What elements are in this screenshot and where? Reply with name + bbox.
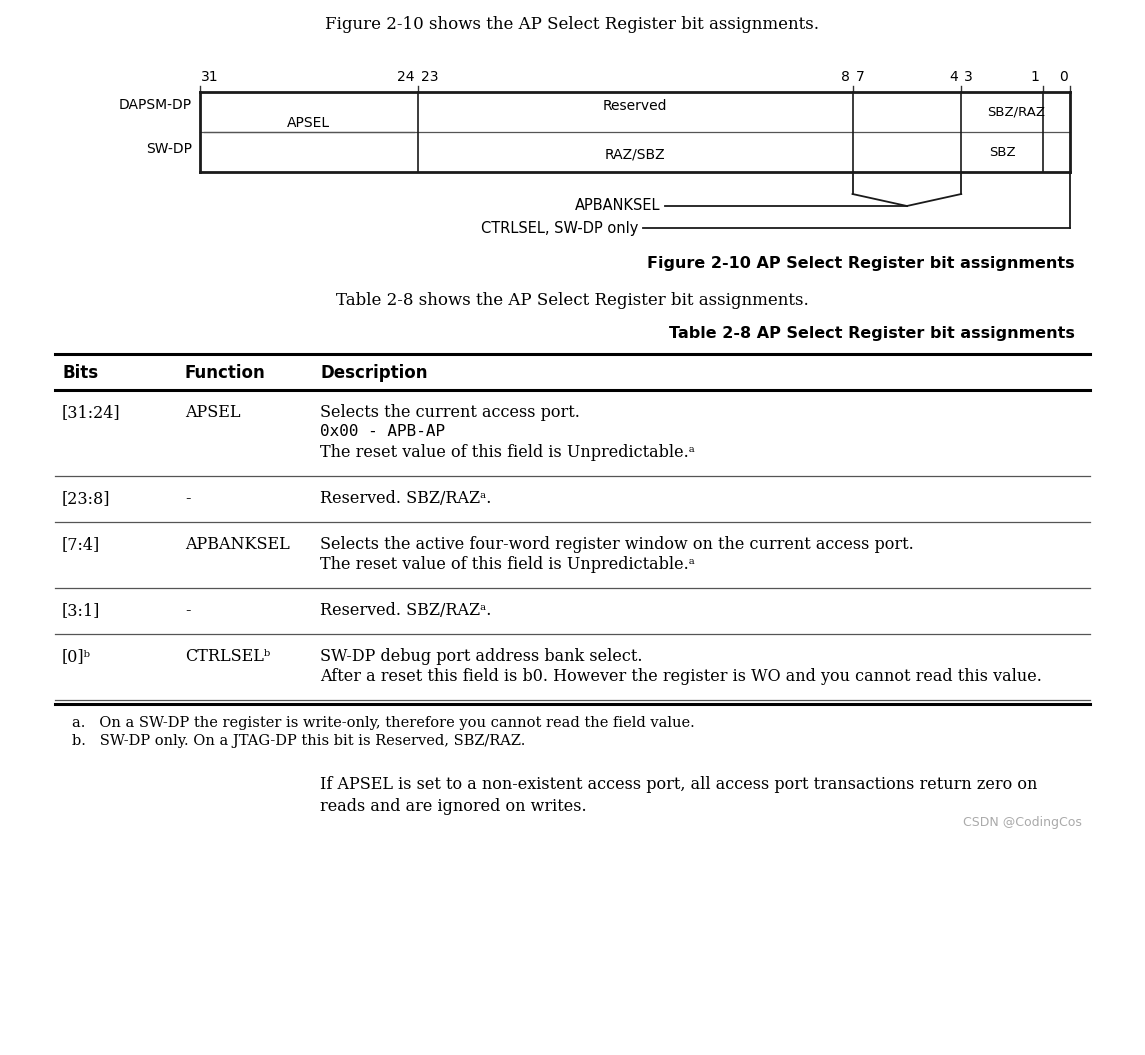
Text: The reset value of this field is Unpredictable.ᵃ: The reset value of this field is Unpredi… <box>319 444 695 461</box>
Text: SW-DP: SW-DP <box>147 142 192 156</box>
Text: Bits: Bits <box>62 364 98 382</box>
Text: If APSEL is set to a non-existent access port, all access port transactions retu: If APSEL is set to a non-existent access… <box>319 776 1037 793</box>
Text: Reserved. SBZ/RAZᵃ.: Reserved. SBZ/RAZᵃ. <box>319 490 491 507</box>
Text: -: - <box>185 602 190 619</box>
Text: 4: 4 <box>949 70 958 84</box>
Text: [31:24]: [31:24] <box>62 404 120 421</box>
Text: Selects the current access port.: Selects the current access port. <box>319 404 579 421</box>
Text: 8: 8 <box>840 70 850 84</box>
Text: SBZ: SBZ <box>989 146 1016 158</box>
Text: RAZ/SBZ: RAZ/SBZ <box>605 147 665 161</box>
Text: b.   SW-DP only. On a JTAG-DP this bit is Reserved, SBZ/RAZ.: b. SW-DP only. On a JTAG-DP this bit is … <box>72 734 526 748</box>
Text: Function: Function <box>185 364 266 382</box>
Text: DAPSM-DP: DAPSM-DP <box>119 98 192 112</box>
Text: CTRLSEL, SW-DP only: CTRLSEL, SW-DP only <box>481 220 638 235</box>
Text: SBZ/RAZ: SBZ/RAZ <box>987 106 1044 118</box>
Text: SW-DP debug port address bank select.: SW-DP debug port address bank select. <box>319 648 642 665</box>
Text: 24: 24 <box>397 70 414 84</box>
Text: Table 2-8 AP Select Register bit assignments: Table 2-8 AP Select Register bit assignm… <box>669 326 1075 341</box>
Text: [0]ᵇ: [0]ᵇ <box>62 648 90 665</box>
Text: APBANKSEL: APBANKSEL <box>185 536 290 553</box>
Text: The reset value of this field is Unpredictable.ᵃ: The reset value of this field is Unpredi… <box>319 556 695 573</box>
Text: APSEL: APSEL <box>185 404 240 421</box>
Text: 31: 31 <box>202 70 219 84</box>
Text: CSDN @CodingCos: CSDN @CodingCos <box>963 816 1082 829</box>
Text: 0: 0 <box>1059 70 1068 84</box>
Text: a.   On a SW-DP the register is write-only, therefore you cannot read the field : a. On a SW-DP the register is write-only… <box>72 716 695 730</box>
Text: 7: 7 <box>855 70 864 84</box>
Text: APSEL: APSEL <box>287 116 330 130</box>
Text: [7:4]: [7:4] <box>62 536 101 553</box>
Text: 1: 1 <box>1030 70 1040 84</box>
Text: Figure 2-10 AP Select Register bit assignments: Figure 2-10 AP Select Register bit assig… <box>647 256 1075 271</box>
Text: [23:8]: [23:8] <box>62 490 111 507</box>
Text: 0x00 - APB-AP: 0x00 - APB-AP <box>319 424 445 439</box>
Text: Reserved. SBZ/RAZᵃ.: Reserved. SBZ/RAZᵃ. <box>319 602 491 619</box>
Text: reads and are ignored on writes.: reads and are ignored on writes. <box>319 798 586 816</box>
Text: 3: 3 <box>964 70 973 84</box>
Text: APBANKSEL: APBANKSEL <box>575 198 660 213</box>
Text: Table 2-8 shows the AP Select Register bit assignments.: Table 2-8 shows the AP Select Register b… <box>335 292 808 309</box>
Text: CTRLSELᵇ: CTRLSELᵇ <box>185 648 270 665</box>
Text: After a reset this field is b0. However the register is WO and you cannot read t: After a reset this field is b0. However … <box>319 668 1042 685</box>
Text: Selects the active four-word register window on the current access port.: Selects the active four-word register wi… <box>319 536 914 553</box>
Text: [3:1]: [3:1] <box>62 602 101 619</box>
Text: Description: Description <box>319 364 427 382</box>
Text: -: - <box>185 490 190 507</box>
Text: 23: 23 <box>420 70 439 84</box>
Text: Figure 2-10 shows the AP Select Register bit assignments.: Figure 2-10 shows the AP Select Register… <box>325 16 819 33</box>
Text: Reserved: Reserved <box>602 99 668 113</box>
